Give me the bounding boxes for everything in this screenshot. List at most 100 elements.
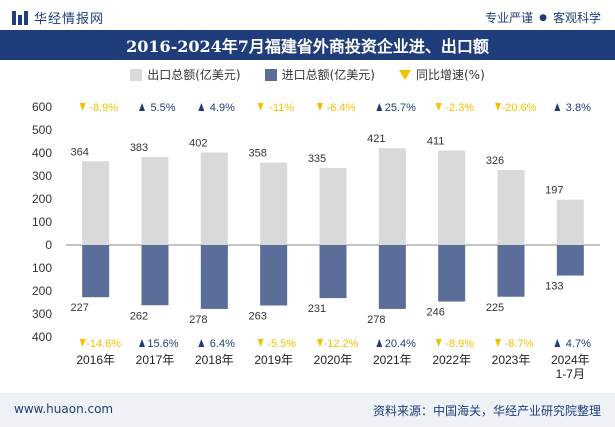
- top-bar: 华经情报网 专业严谨 ● 客观科学: [0, 0, 615, 30]
- export-bar: [497, 170, 525, 245]
- y-tick-label: 200: [32, 192, 52, 206]
- export-value-label: 383: [130, 142, 148, 154]
- import-bar: [319, 245, 347, 299]
- export-growth-label: 25.7%: [385, 102, 416, 114]
- down-triangle-icon: [257, 339, 264, 347]
- up-triangle-icon: [376, 103, 383, 111]
- x-category-label: 2020年: [314, 353, 353, 367]
- x-category-label: 2022年: [432, 353, 471, 367]
- import-bar: [260, 245, 288, 306]
- import-value-label: 231: [308, 303, 326, 315]
- import-value-label: 133: [545, 281, 563, 293]
- import-growth-label: -8.9%: [445, 338, 474, 350]
- up-triangle-icon: [376, 339, 383, 347]
- import-bar: [200, 245, 228, 309]
- export-bar: [141, 156, 169, 245]
- export-growth-label: -6.4%: [327, 102, 356, 114]
- export-value-label: 364: [70, 146, 88, 158]
- dot-separator-icon: ●: [539, 12, 547, 23]
- legend-growth: 同比增速(%): [398, 66, 485, 83]
- x-category-label: 2019年: [254, 353, 293, 367]
- up-triangle-icon: [554, 339, 561, 347]
- export-bar: [260, 162, 288, 245]
- x-category-label: 2016年: [76, 353, 115, 367]
- taglines: 专业严谨 ● 客观科学: [485, 9, 601, 26]
- export-bar: [438, 150, 466, 245]
- tagline-right: 客观科学: [552, 11, 601, 25]
- import-growth-label: -5.5%: [267, 338, 296, 350]
- x-category-label: 2021年: [373, 353, 412, 367]
- y-tick-label: 400: [32, 146, 52, 160]
- down-triangle-icon: [317, 103, 323, 111]
- y-tick-label: 600: [32, 100, 52, 114]
- export-growth-label: 4.9%: [210, 102, 235, 114]
- export-growth-label: -2.3%: [445, 102, 474, 114]
- export-value-label: 197: [545, 185, 563, 197]
- y-tick-label: 300: [32, 169, 52, 183]
- brand-name: 华经情报网: [34, 12, 105, 27]
- export-growth-label: -8.9%: [89, 102, 118, 114]
- export-growth-label: -20.6%: [502, 102, 537, 114]
- down-triangle-icon: [435, 339, 442, 347]
- up-triangle-icon: [139, 103, 145, 111]
- footer-source: 资料来源：中国海关，华经产业研究院整理: [372, 404, 601, 418]
- legend-export: 出口总额(亿美元): [130, 66, 241, 83]
- y-tick-label: 100: [32, 215, 52, 229]
- up-triangle-icon: [139, 339, 145, 347]
- import-value-label: 262: [130, 310, 148, 322]
- legend: 出口总额(亿美元) 进口总额(亿美元) 同比增速(%): [0, 66, 615, 83]
- export-value-label: 411: [427, 135, 445, 147]
- down-triangle-icon: [435, 103, 442, 111]
- x-category-label: 2023年: [492, 353, 531, 367]
- export-value-label: 358: [248, 148, 266, 160]
- down-triangle-icon: [79, 103, 86, 111]
- import-growth-label: -12.2%: [324, 338, 359, 350]
- up-triangle-icon: [198, 339, 205, 347]
- down-triangle-icon: [398, 69, 411, 80]
- brand-logo-icon: [12, 10, 28, 25]
- import-bar: [438, 245, 466, 302]
- up-triangle-icon: [554, 103, 561, 111]
- import-bar: [141, 245, 169, 306]
- y-tick-label: 200: [32, 284, 52, 298]
- import-bar: [82, 245, 110, 298]
- tagline-left: 专业严谨: [485, 11, 534, 25]
- export-bar: [82, 161, 110, 245]
- logo: 华经情报网: [12, 8, 104, 27]
- export-bar: [378, 148, 406, 245]
- import-bar: [378, 245, 406, 309]
- export-value-label: 326: [486, 155, 504, 167]
- export-bar: [556, 199, 584, 245]
- import-bar: [497, 245, 525, 297]
- import-growth-label: 20.4%: [385, 338, 416, 350]
- legend-import-swatch: [264, 68, 277, 81]
- import-value-label: 263: [248, 310, 266, 322]
- import-value-label: 227: [70, 302, 88, 314]
- y-tick-label: 500: [32, 123, 52, 137]
- legend-import: 进口总额(亿美元): [264, 66, 375, 83]
- export-growth-label: 3.8%: [566, 102, 591, 114]
- import-growth-label: 4.7%: [566, 338, 591, 350]
- title-bar: 2016-2024年7月福建省外商投资企业进、出口额: [0, 30, 615, 60]
- import-growth-label: 15.6%: [147, 338, 178, 350]
- export-growth-label: -11%: [269, 102, 294, 114]
- import-value-label: 278: [189, 314, 207, 326]
- x-category-label: 1-7月: [556, 367, 585, 381]
- import-bar: [556, 245, 584, 276]
- import-growth-label: -8.7%: [505, 338, 534, 350]
- legend-export-swatch: [130, 68, 143, 81]
- import-growth-label: -14.6%: [86, 338, 121, 350]
- y-tick-label: 0: [45, 238, 52, 252]
- import-value-label: 246: [426, 307, 444, 319]
- down-triangle-icon: [495, 339, 501, 347]
- down-triangle-icon: [495, 103, 501, 111]
- x-category-label: 2024年: [551, 353, 590, 367]
- export-value-label: 402: [189, 138, 207, 150]
- x-category-label: 2018年: [195, 353, 234, 367]
- export-growth-label: 5.5%: [150, 102, 175, 114]
- legend-export-label: 出口总额(亿美元): [147, 68, 241, 82]
- import-value-label: 278: [367, 314, 385, 326]
- import-value-label: 225: [486, 302, 504, 314]
- down-triangle-icon: [257, 103, 264, 111]
